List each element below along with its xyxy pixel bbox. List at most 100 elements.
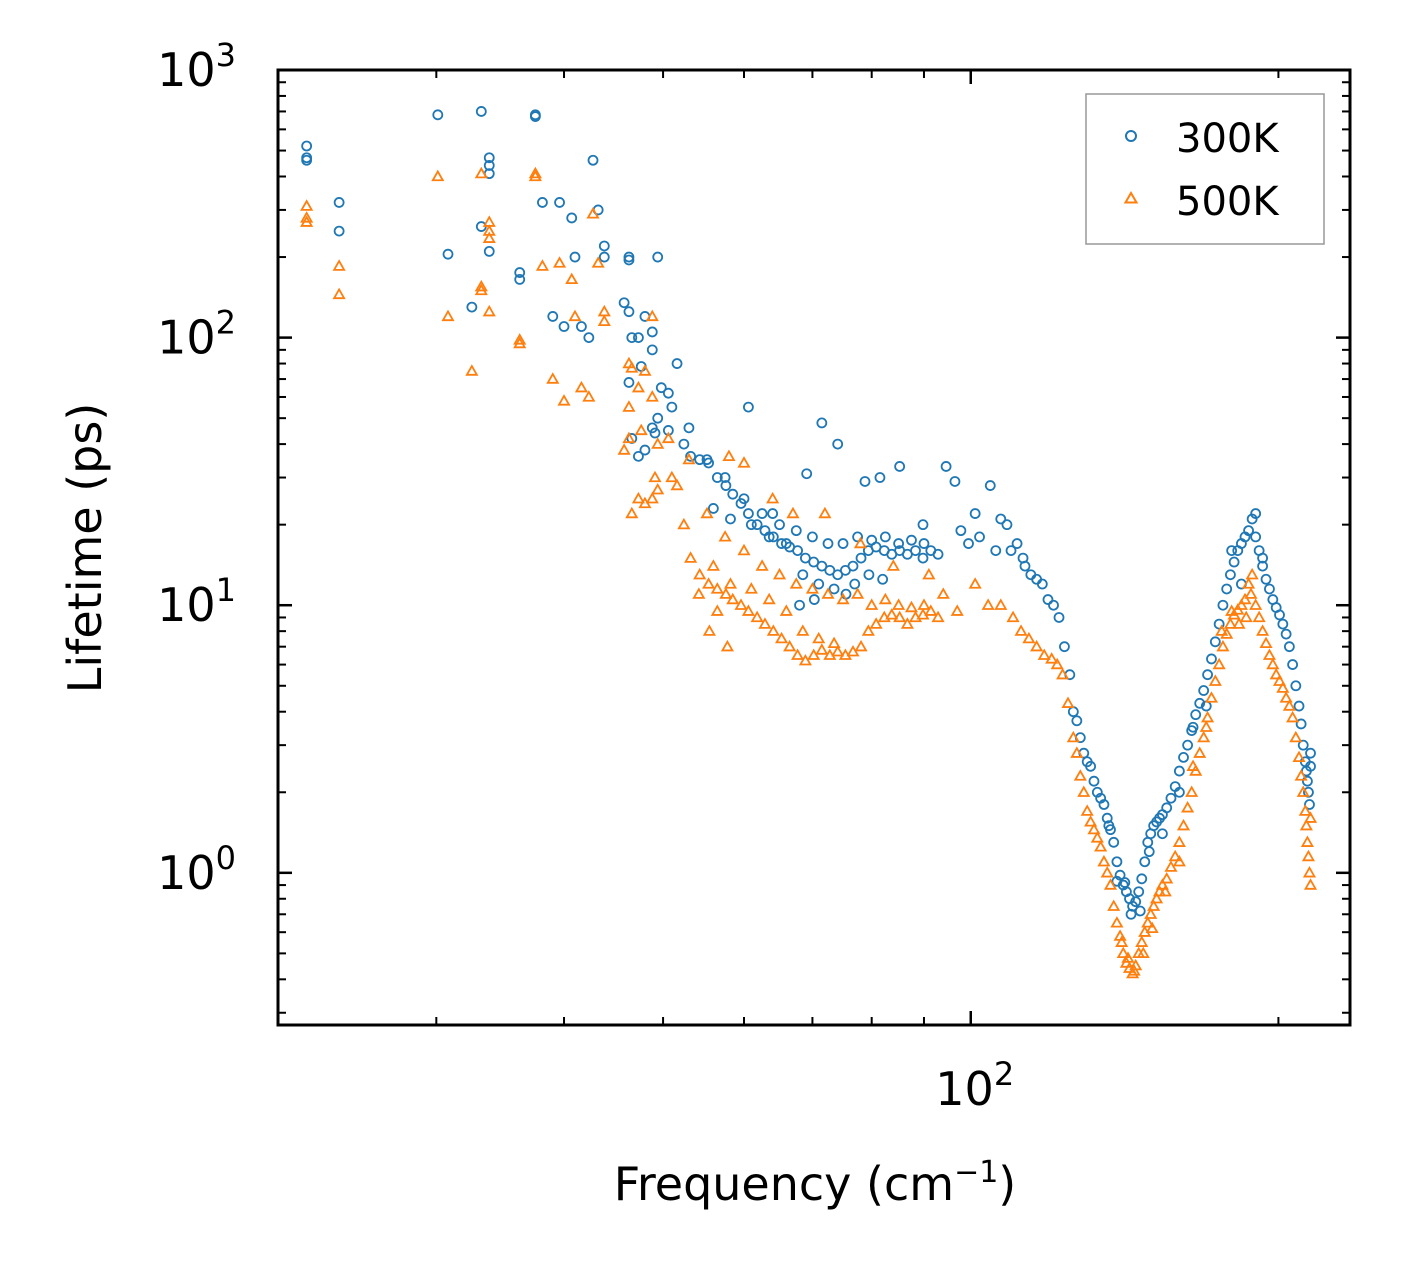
- point-500k-73: [854, 639, 868, 652]
- point-500k-17: [528, 166, 542, 179]
- point-300k-125: [940, 461, 952, 472]
- point-500k-206: [1302, 866, 1317, 878]
- point-500k-215: [1186, 759, 1200, 771]
- point-500k-128: [1030, 639, 1044, 652]
- point-300k-223: [1257, 552, 1269, 564]
- point-500k-200: [1294, 769, 1308, 781]
- point-500k-55: [710, 582, 724, 594]
- point-300k-131: [955, 525, 967, 537]
- point-300k-19: [547, 311, 559, 322]
- point-300k-123: [894, 461, 906, 472]
- point-500k-38: [634, 423, 648, 436]
- point-500k-53: [693, 567, 707, 580]
- legend-label-300k: 300K: [1176, 116, 1280, 162]
- point-300k-96: [852, 531, 863, 543]
- point-300k-222: [1250, 508, 1262, 519]
- point-300k-32: [652, 251, 664, 263]
- point-300k-18: [537, 197, 548, 208]
- point-300k-133: [974, 531, 985, 543]
- point-300k-69: [808, 556, 820, 568]
- point-300k-160: [1111, 856, 1123, 868]
- point-300k-113: [849, 578, 861, 590]
- point-300k-157: [1101, 812, 1113, 824]
- point-500k-142: [1094, 840, 1108, 852]
- point-500k-198: [1289, 730, 1303, 743]
- point-500k-140: [1087, 822, 1101, 835]
- point-500k-51: [677, 517, 691, 530]
- point-300k-2: [301, 154, 313, 166]
- point-500k-192: [1269, 667, 1283, 680]
- point-500k-96: [878, 592, 892, 605]
- point-500k-66: [798, 653, 812, 666]
- point-300k-132: [963, 538, 974, 549]
- point-500k-131: [1050, 657, 1064, 670]
- point-500k-210: [1239, 610, 1253, 623]
- point-500k-211: [1232, 617, 1246, 629]
- point-300k-232: [1125, 908, 1137, 920]
- point-300k-190: [1217, 599, 1229, 611]
- point-500k-176: [1212, 657, 1226, 670]
- point-500k-6: [441, 309, 455, 322]
- y-tick-label-1000: 103: [157, 36, 236, 97]
- point-300k-70: [816, 560, 828, 572]
- point-500k-88: [755, 559, 769, 571]
- point-500k-164: [1164, 860, 1178, 872]
- point-300k-94: [822, 538, 834, 549]
- point-500k-52: [684, 551, 698, 563]
- point-300k-85: [932, 548, 944, 560]
- point-300k-220: [1305, 747, 1316, 759]
- point-500k-221: [1121, 951, 1135, 963]
- legend: 300K 500K: [1085, 93, 1325, 245]
- point-500k-54: [702, 577, 716, 589]
- point-500k-112: [722, 449, 736, 461]
- point-300k-213: [1295, 718, 1307, 730]
- point-500k-145: [1103, 878, 1118, 890]
- point-500k-111: [692, 587, 706, 599]
- point-300k-25: [583, 332, 595, 344]
- point-300k-83: [917, 552, 929, 564]
- point-500k-48: [625, 506, 639, 519]
- point-500k-109: [710, 604, 724, 616]
- point-500k-163: [1160, 871, 1174, 884]
- point-500k-21: [553, 256, 567, 268]
- point-300k-115: [877, 573, 889, 585]
- point-300k-102: [707, 503, 719, 514]
- point-300k-148: [1071, 715, 1083, 727]
- point-300k-104: [745, 519, 757, 531]
- point-500k-31: [622, 400, 636, 412]
- point-300k-114: [863, 569, 875, 581]
- point-300k-145: [1059, 641, 1070, 653]
- point-500k-83: [931, 610, 945, 623]
- point-500k-74: [861, 624, 875, 636]
- point-500k-100: [706, 559, 720, 571]
- y-axis-label: Lifetime (ps): [58, 403, 112, 694]
- point-500k-62: [766, 624, 780, 636]
- point-500k-132: [1056, 667, 1070, 680]
- point-500k-127: [1022, 631, 1036, 644]
- legend-label-500k: 500K: [1176, 179, 1280, 225]
- point-500k-27: [586, 207, 600, 219]
- point-500k-43: [665, 470, 679, 483]
- point-300k-33: [618, 297, 630, 309]
- point-300k-74: [847, 560, 859, 572]
- y-tick-label-1: 100: [157, 839, 236, 900]
- point-300k-176: [1161, 802, 1173, 814]
- point-500k-113: [737, 456, 751, 468]
- point-300k-228: [1173, 786, 1185, 798]
- point-500k-65: [791, 648, 805, 660]
- point-300k-179: [1173, 765, 1185, 777]
- point-300k-233: [1119, 877, 1131, 888]
- point-500k-41: [651, 437, 665, 449]
- point-500k-197: [1286, 710, 1300, 723]
- point-300k-143: [1048, 599, 1059, 611]
- point-500k-185: [1245, 567, 1259, 580]
- point-500k-178: [1220, 627, 1234, 639]
- point-300k-88: [719, 472, 731, 483]
- point-500k-165: [1168, 849, 1182, 862]
- point-300k-47: [646, 422, 658, 434]
- point-500k-91: [805, 582, 819, 594]
- point-300k-127: [969, 508, 981, 519]
- point-300k-99: [893, 538, 905, 549]
- point-300k-168: [1136, 873, 1148, 885]
- point-300k-197: [1243, 525, 1254, 537]
